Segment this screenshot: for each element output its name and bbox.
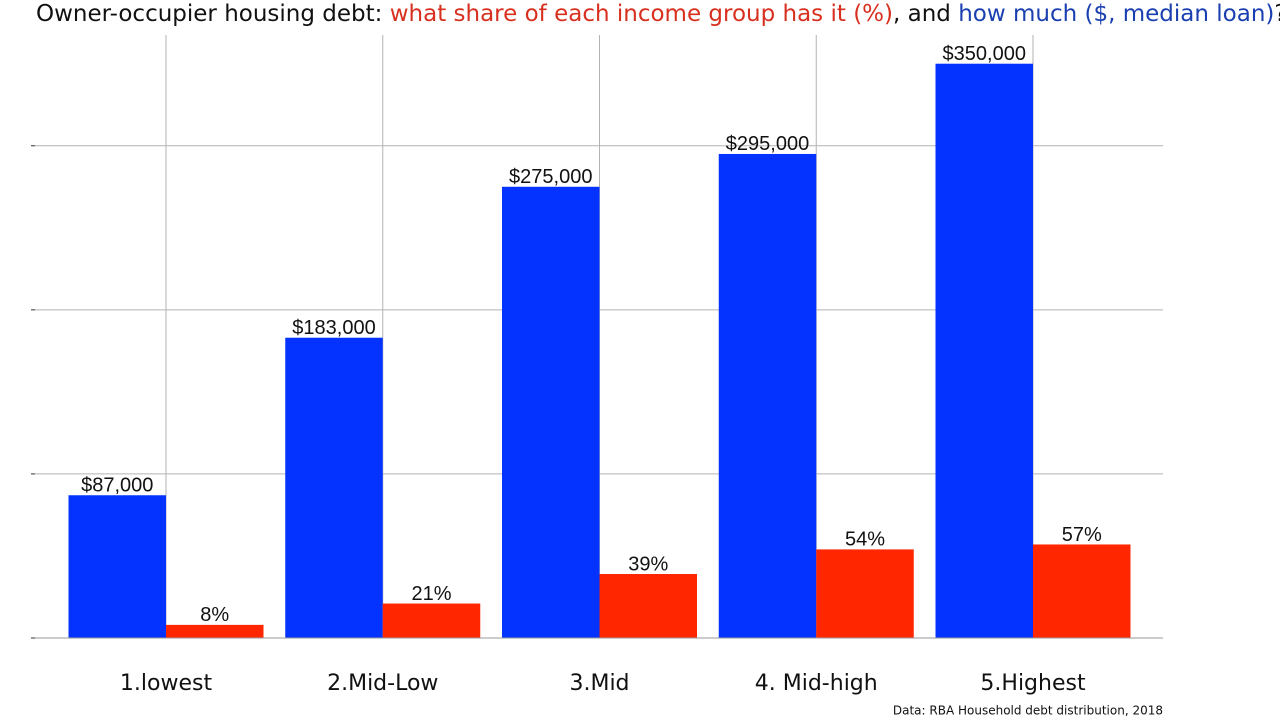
x-tick-label: 1.lowest	[120, 671, 213, 696]
bar	[502, 186, 600, 638]
title-part: what share of each income group has it (…	[390, 1, 893, 27]
x-tick-label: 4. Mid-high	[755, 671, 878, 696]
value-label: $87,000	[81, 475, 153, 497]
title-part: Owner-occupier housing debt:	[36, 1, 390, 27]
title-part: , and	[893, 1, 958, 27]
value-label: 54%	[845, 529, 885, 551]
bar	[1033, 544, 1131, 638]
bar	[718, 153, 817, 639]
value-label: $295,000	[726, 133, 809, 155]
title-part: ?	[1274, 1, 1280, 27]
value-label: 8%	[200, 604, 229, 626]
value-label: $183,000	[292, 317, 375, 339]
value-label: 21%	[411, 583, 451, 605]
value-label: 39%	[628, 553, 668, 575]
bar	[382, 603, 481, 638]
value-label: $275,000	[509, 166, 592, 188]
chart-title: Owner-occupier housing debt: what share …	[36, 1, 1280, 27]
value-label: $350,000	[943, 43, 1026, 65]
x-tick-label: 3.Mid	[569, 671, 629, 696]
title-part: how much ($, median loan)	[958, 1, 1274, 27]
x-tick-label: 5.Highest	[980, 671, 1086, 696]
bar	[599, 574, 697, 638]
bar	[166, 624, 264, 638]
bar	[816, 549, 914, 638]
bar	[285, 337, 383, 638]
bar	[68, 495, 166, 638]
bar	[935, 63, 1033, 638]
value-label: 57%	[1062, 524, 1102, 546]
x-tick-label: 2.Mid-Low	[327, 671, 438, 696]
caption: Data: RBA Household debt distribution, 2…	[893, 704, 1163, 718]
